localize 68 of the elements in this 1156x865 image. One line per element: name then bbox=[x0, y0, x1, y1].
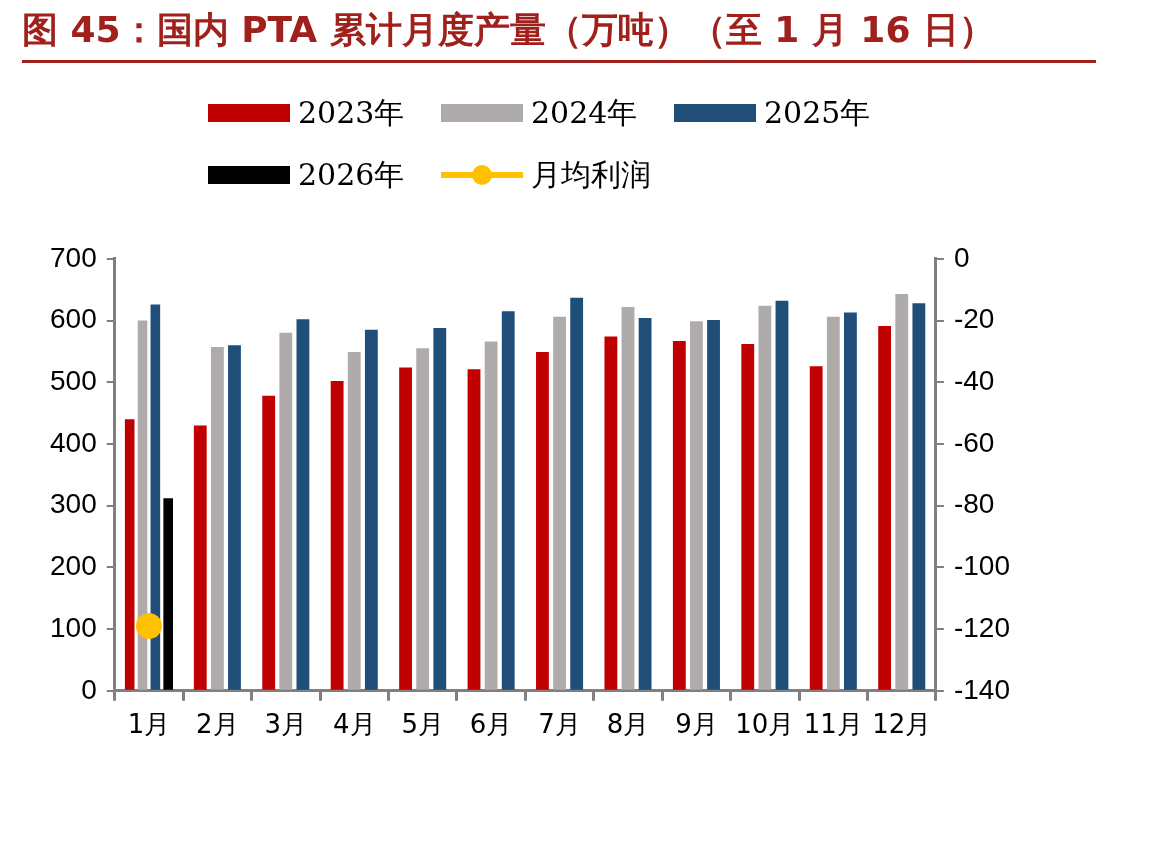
legend-label: 2024年 bbox=[531, 93, 638, 132]
bar bbox=[416, 348, 430, 690]
x-tick-label: 4月 bbox=[332, 709, 376, 740]
bar bbox=[621, 306, 635, 690]
bar bbox=[570, 297, 584, 690]
bar bbox=[228, 345, 241, 690]
bar bbox=[638, 318, 652, 690]
y2-tick-label: -20 bbox=[953, 303, 995, 335]
legend-label: 2023年 bbox=[298, 93, 405, 132]
x-tick-label: 7月 bbox=[538, 709, 581, 740]
bar bbox=[330, 380, 344, 690]
bar bbox=[878, 326, 892, 690]
y2-tick-label: -140 bbox=[953, 673, 1011, 705]
legend-label: 2026年 bbox=[298, 155, 405, 194]
y-tick-label: 400 bbox=[50, 426, 97, 458]
bar bbox=[433, 327, 447, 690]
bar bbox=[775, 300, 789, 690]
x-tick-label: 2月 bbox=[196, 709, 239, 740]
y2-tick-label: -120 bbox=[953, 611, 1011, 643]
y2-tick-label: -80 bbox=[953, 488, 995, 520]
bar bbox=[262, 395, 276, 690]
y-tick-label: 700 bbox=[50, 241, 97, 273]
bar bbox=[163, 498, 173, 690]
legend-label: 月均利润 bbox=[531, 155, 651, 194]
y-tick-label: 100 bbox=[50, 611, 97, 643]
bar bbox=[501, 311, 515, 690]
y-tick-label: 300 bbox=[50, 488, 97, 520]
bar bbox=[690, 321, 703, 690]
x-tick-label: 3月 bbox=[264, 709, 308, 740]
bar bbox=[758, 305, 772, 690]
bar bbox=[604, 336, 618, 690]
y-tick-label: 200 bbox=[50, 550, 97, 582]
bar bbox=[809, 366, 823, 690]
bar bbox=[895, 293, 909, 690]
bar bbox=[826, 316, 840, 690]
bar bbox=[467, 369, 481, 690]
y2-tick-label: -60 bbox=[953, 426, 995, 458]
bar bbox=[672, 340, 686, 690]
bar bbox=[553, 316, 566, 690]
bar bbox=[707, 319, 720, 690]
y-tick-label: 600 bbox=[50, 303, 97, 335]
bar bbox=[536, 351, 549, 690]
y2-tick-label: -100 bbox=[953, 550, 1011, 582]
x-tick-label: 11月 bbox=[803, 709, 863, 740]
x-tick-label: 5月 bbox=[401, 709, 444, 740]
bar bbox=[364, 329, 378, 690]
bar bbox=[210, 347, 224, 690]
x-tick-label: 10月 bbox=[735, 709, 795, 740]
x-tick-label: 9月 bbox=[675, 709, 718, 740]
x-tick-label: 6月 bbox=[469, 709, 513, 740]
bar bbox=[296, 319, 310, 690]
bar bbox=[347, 351, 361, 690]
x-tick-label: 8月 bbox=[606, 709, 650, 740]
x-tick-label: 1月 bbox=[127, 709, 171, 740]
bar bbox=[741, 343, 755, 690]
bar bbox=[279, 332, 293, 690]
chart-title: 图 45：国内 PTA 累计月度产量（万吨）（至 1 月 16 日） bbox=[22, 8, 995, 52]
bar bbox=[399, 367, 412, 690]
y-tick-label: 0 bbox=[81, 673, 97, 705]
legend-label: 2025年 bbox=[764, 93, 871, 132]
bar bbox=[912, 303, 926, 690]
y-tick-label: 500 bbox=[50, 364, 97, 396]
y2-tick-label: -40 bbox=[953, 364, 995, 396]
bar bbox=[844, 312, 857, 690]
bar bbox=[193, 425, 207, 690]
x-tick-label: 12月 bbox=[872, 709, 932, 740]
bar bbox=[484, 341, 498, 690]
y2-tick-label: 0 bbox=[953, 241, 970, 273]
